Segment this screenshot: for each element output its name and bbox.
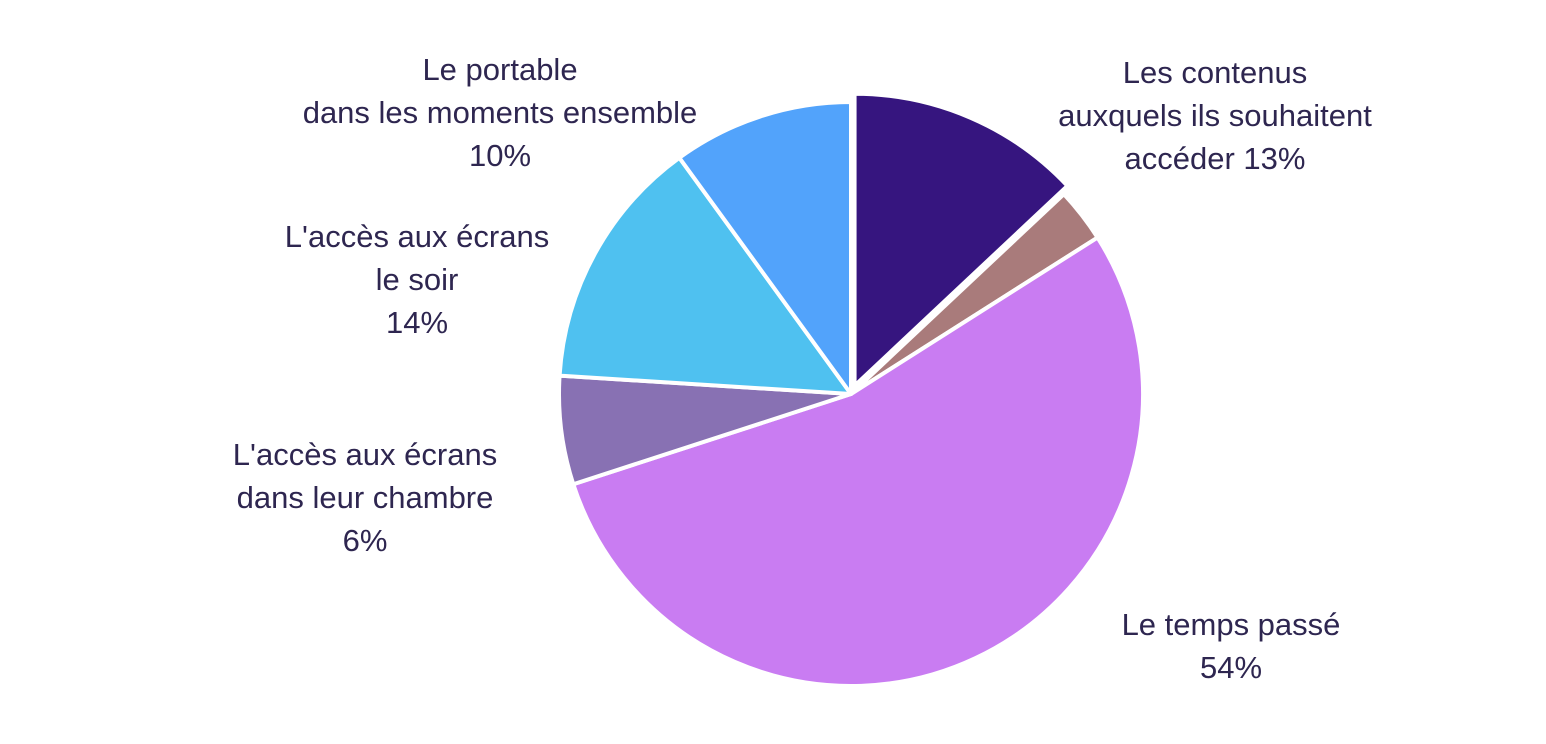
slice-label-line: auxquels ils souhaitent xyxy=(1058,98,1372,133)
slice-label-line: dans leur chambre xyxy=(237,480,494,515)
slice-label-line: L'accès aux écrans xyxy=(285,219,549,254)
slice-label-line: 14% xyxy=(386,305,448,340)
slice-label-line: le soir xyxy=(376,262,459,297)
slice-label-0: Les contenus auxquels ils souhaitent accéd… xyxy=(1058,55,1372,176)
slice-label-line: L'accès aux écrans xyxy=(233,437,497,472)
pie-slice-0 xyxy=(852,91,1070,388)
slice-label-3: L'accès aux écrans dans leur chambre 6% xyxy=(233,437,497,558)
pie-slice-4 xyxy=(557,155,853,396)
pie-slice-2 xyxy=(571,235,1145,689)
slice-label-5: Le portable dans les moments ensemble 10% xyxy=(303,52,698,173)
slice-label-line: Le portable xyxy=(422,52,577,87)
slice-label-line: 54% xyxy=(1200,650,1262,685)
slice-label-line: dans les moments ensemble xyxy=(303,95,698,130)
slice-label-line: Le temps passé xyxy=(1122,607,1341,642)
slice-label-line: Les contenus xyxy=(1123,55,1307,90)
slice-label-2: Le temps passé 54% xyxy=(1122,607,1341,685)
slice-label-4: L'accès aux écrans le soir 14% xyxy=(285,219,549,340)
slice-label-line: accéder 13% xyxy=(1125,141,1306,176)
slice-label-line: 10% xyxy=(469,138,531,173)
slice-label-line: 6% xyxy=(343,523,388,558)
pie-slices xyxy=(557,91,1145,689)
pie-slice-5 xyxy=(677,100,853,396)
slice-labels: Les contenus auxquels ils souhaitent accéd… xyxy=(233,52,1372,685)
